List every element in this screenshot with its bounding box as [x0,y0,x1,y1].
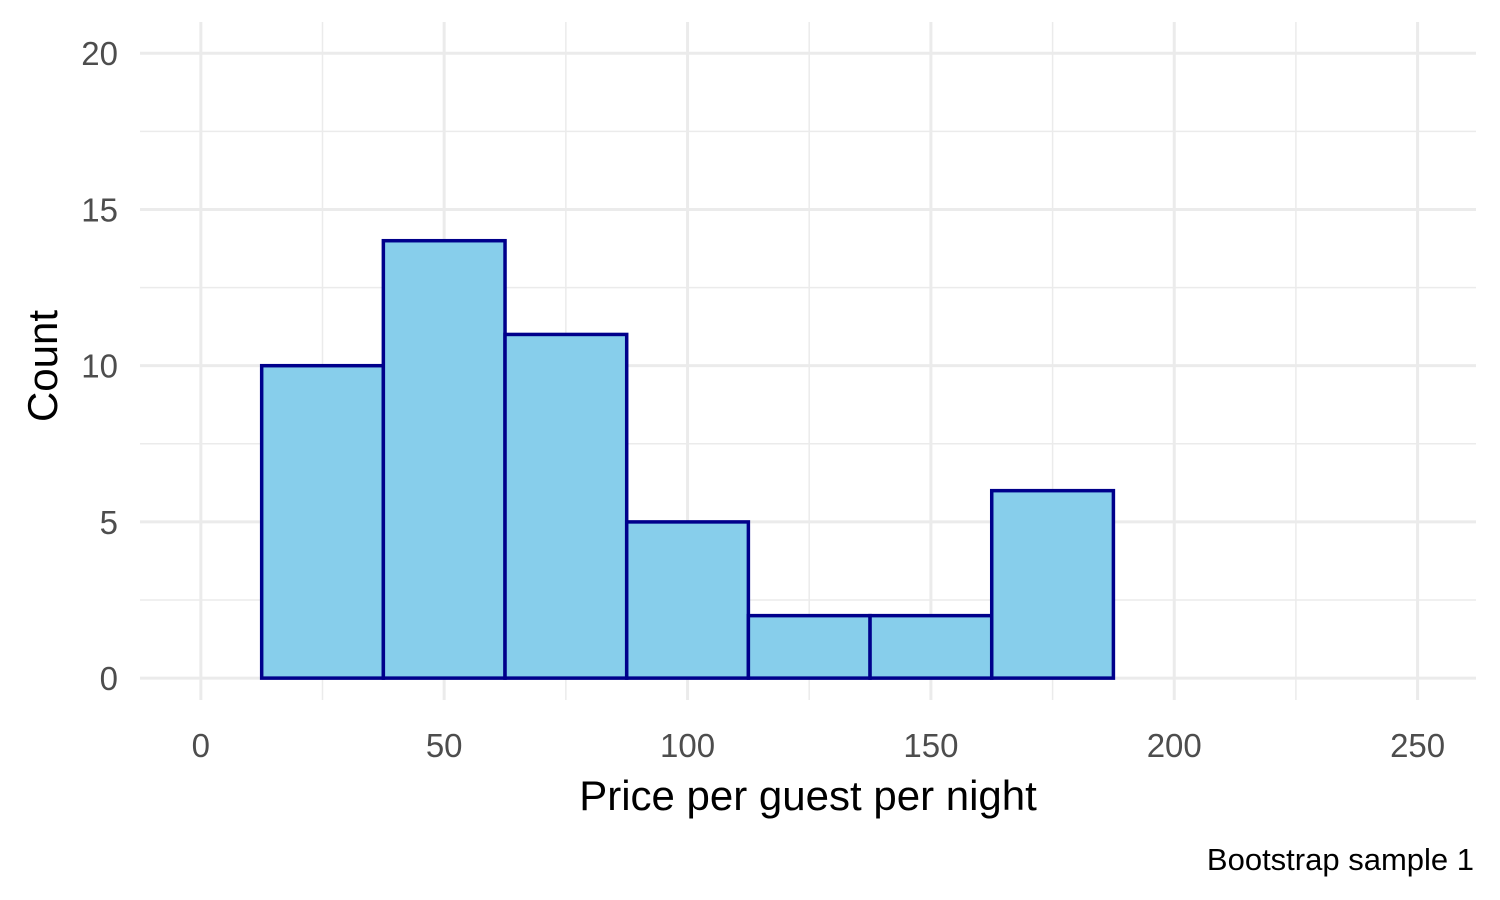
x-tick-label: 150 [903,727,958,764]
y-tick-label: 20 [81,35,118,72]
y-tick-label: 15 [81,191,118,228]
histogram-bar-5 [746,613,872,680]
histogram-bar-2 [381,238,507,680]
histogram-bar-3 [503,332,629,680]
y-axis-title: Count [19,310,66,422]
histogram-bar-4 [624,520,751,680]
histogram-bar-6 [868,613,994,680]
x-tick-label: 250 [1390,727,1445,764]
x-tick-label: 0 [192,727,210,764]
histogram-bars [259,238,1116,680]
x-axis-title: Price per guest per night [579,772,1037,819]
x-tick-label: 200 [1147,727,1202,764]
histogram-bar-7 [989,488,1116,680]
x-tick-label: 50 [426,727,463,764]
chart-caption: Bootstrap sample 1 [1207,842,1474,877]
x-tick-label: 100 [660,727,715,764]
y-tick-label: 5 [100,504,118,541]
y-tick-label: 0 [100,660,118,697]
y-tick-label: 10 [81,348,118,385]
tick-labels: 0 50 100 150 200 250 0 5 10 15 20 [81,35,1445,764]
histogram-bar-1 [259,363,386,680]
